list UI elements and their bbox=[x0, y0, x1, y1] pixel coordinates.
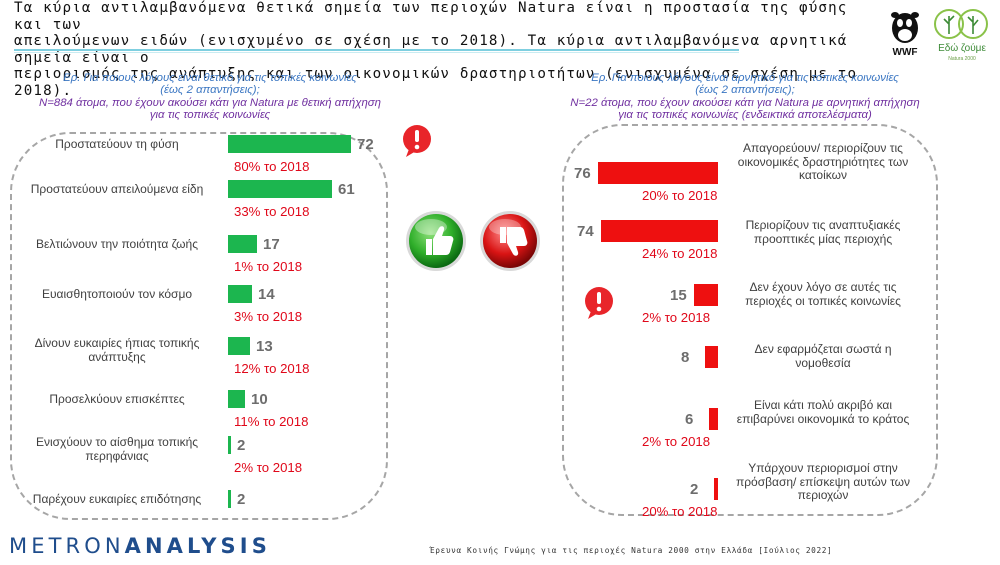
category-label: Περιορίζουν τις αναπτυξιακές προοπτικές … bbox=[745, 218, 901, 246]
header-divider bbox=[14, 49, 739, 51]
left-base-line1: N=884 άτομα, που έχουν ακούσει κάτι για … bbox=[39, 96, 381, 109]
bar bbox=[709, 408, 718, 430]
right-question-note: (έως 2 απαντήσεις); bbox=[695, 84, 795, 97]
comparison-2018-label: 11% το 2018 bbox=[234, 414, 309, 429]
category-label: Προστατεύουν τη φύση bbox=[55, 137, 179, 151]
data-label: 2 bbox=[237, 491, 246, 508]
category-label: Ενισχύουν το αίσθημα τοπικής περηφάνιας bbox=[35, 435, 199, 463]
right-base-line1: N=22 άτομα, που έχουν ακούσει κάτι για N… bbox=[570, 96, 920, 109]
slide-title: Τα κύρια αντιλαμβανόμενα θετικά σημεία τ… bbox=[14, 0, 874, 99]
bar bbox=[228, 337, 250, 355]
category-label: Βελτιώνουν την ποιότητα ζωής bbox=[36, 237, 198, 251]
data-label: 2 bbox=[237, 437, 246, 454]
brand-part-b: ANALYSIS bbox=[124, 534, 271, 558]
category-label: Υπάρχουν περιορισμοί στην πρόσβαση/ επίσ… bbox=[735, 461, 911, 502]
data-label: 72 bbox=[357, 136, 374, 153]
wwf-logo: WWF bbox=[891, 12, 919, 57]
left-base-line2: για τις τοπικές κοινωνίες bbox=[149, 109, 271, 122]
category-label: Απαγορεύουν/ περιορίζουν τις οικονομικές… bbox=[737, 141, 909, 182]
bar bbox=[228, 135, 351, 153]
comparison-2018-label: 2% το 2018 bbox=[642, 434, 711, 449]
data-label: 74 bbox=[577, 223, 594, 240]
bar bbox=[228, 235, 257, 253]
left-panel-caption: Ερ. Για ποιους λόγους είναι θετικό για τ… bbox=[30, 72, 390, 122]
data-label: 2 bbox=[690, 481, 699, 498]
data-label: 15 bbox=[670, 287, 687, 304]
exclamation-bubble-icon bbox=[403, 125, 431, 157]
title-line-2: απειλούμενων ειδών (ενισχυμένο σε σχέση … bbox=[14, 33, 848, 66]
comparison-2018-label: 2% το 2018 bbox=[234, 460, 303, 475]
edo-logo-text: Εδώ ζούμε bbox=[938, 42, 986, 54]
bar bbox=[598, 162, 718, 184]
category-label: Προστατεύουν απειλούμενα είδη bbox=[30, 182, 204, 196]
comparison-2018-label: 12% το 2018 bbox=[234, 361, 310, 376]
data-label: 6 bbox=[685, 411, 694, 428]
category-label: Δίνουν ευκαιρίες ήπιας τοπικής ανάπτυξης bbox=[34, 336, 200, 364]
data-label: 76 bbox=[574, 165, 591, 182]
comparison-2018-label: 3% το 2018 bbox=[234, 309, 303, 324]
title-line-3: περιορισμός της ανάπτυξης και των οικονο… bbox=[14, 66, 858, 99]
left-question-note: (έως 2 απαντήσεις); bbox=[160, 84, 260, 97]
category-label: Ευαισθητοποιούν τον κόσμο bbox=[41, 287, 193, 301]
category-label: Δεν έχουν λόγο σε αυτές τις περιοχές οι … bbox=[745, 280, 901, 308]
bar bbox=[228, 180, 332, 198]
header-divider-shadow bbox=[14, 52, 739, 53]
edo-logo-subtext: Natura 2000 bbox=[948, 56, 976, 62]
data-label: 13 bbox=[256, 338, 273, 355]
data-label: 14 bbox=[258, 286, 275, 303]
bar bbox=[228, 490, 231, 508]
data-label: 8 bbox=[681, 349, 690, 366]
data-label: 17 bbox=[263, 236, 280, 253]
comparison-2018-label: 20% το 2018 bbox=[642, 504, 718, 519]
brand-part-a: METRON bbox=[9, 534, 125, 558]
metron-analysis-logo: METRONANALYSIS bbox=[9, 534, 271, 558]
edo-zoume-logo: Εδώ ζούμε Natura 2000 bbox=[934, 9, 988, 62]
bar bbox=[705, 346, 718, 368]
comparison-2018-label: 1% το 2018 bbox=[234, 259, 303, 274]
thumbs-down-icon bbox=[480, 211, 540, 271]
bar bbox=[714, 478, 718, 500]
category-label: Παρέχουν ευκαιρίες επιδότησης bbox=[32, 492, 202, 506]
bar bbox=[228, 285, 252, 303]
category-label: Προσελκύουν επισκέπτες bbox=[49, 392, 185, 406]
bar bbox=[601, 220, 718, 242]
comparison-2018-label: 33% το 2018 bbox=[234, 204, 310, 219]
category-label: Είναι κάτι πολύ ακριβό και επιβαρύνει οι… bbox=[736, 398, 910, 426]
positive-panel-frame bbox=[10, 132, 388, 520]
wwf-logo-text: WWF bbox=[893, 47, 918, 57]
data-label: 61 bbox=[338, 181, 355, 198]
negative-panel-frame bbox=[562, 124, 938, 516]
title-line-1: Τα κύρια αντιλαμβανόμενα θετικά σημεία τ… bbox=[14, 0, 848, 33]
data-label: 10 bbox=[251, 391, 268, 408]
bar bbox=[694, 284, 718, 306]
right-base-line2: για τις τοπικές κοινωνίες (ενδεικτικά απ… bbox=[618, 109, 872, 122]
comparison-2018-label: 2% το 2018 bbox=[642, 310, 711, 325]
right-panel-caption: Ερ. Για ποιους λόγους είναι αρνητικό για… bbox=[545, 72, 945, 122]
right-question: Ερ. Για ποιους λόγους είναι αρνητικό για… bbox=[591, 72, 899, 84]
comparison-2018-label: 80% το 2018 bbox=[234, 159, 310, 174]
bar bbox=[228, 390, 245, 408]
comparison-2018-label: 24% το 2018 bbox=[642, 246, 718, 261]
thumbs-up-icon bbox=[406, 211, 466, 271]
survey-note: Έρευνα Κοινής Γνώμης για τις περιοχές Na… bbox=[430, 546, 833, 555]
left-question: Ερ. Για ποιους λόγους είναι θετικό για τ… bbox=[63, 72, 357, 84]
bar bbox=[228, 436, 231, 454]
exclamation-bubble-icon bbox=[585, 287, 613, 319]
comparison-2018-label: 20% το 2018 bbox=[642, 188, 718, 203]
category-label: Δεν εφαρμόζεται σωστά η νομοθεσία bbox=[754, 342, 892, 370]
